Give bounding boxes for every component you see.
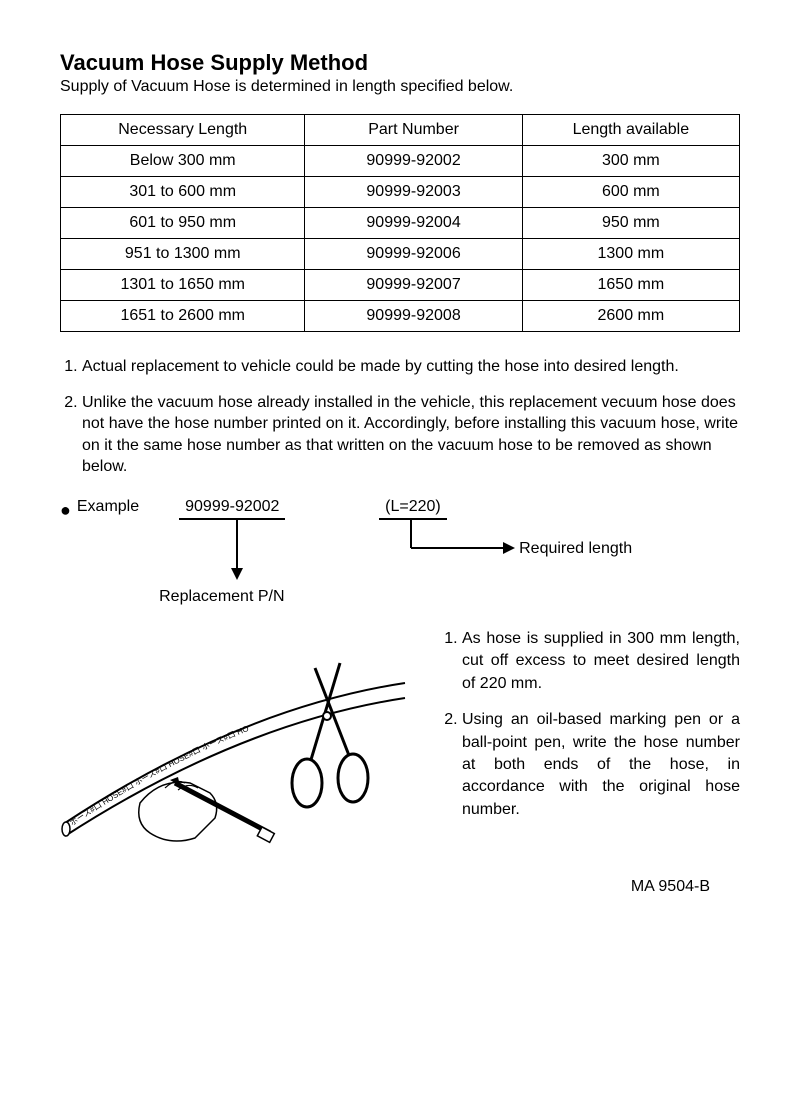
example-section: ● Example 90999-92002 (L=220) Required l… bbox=[60, 498, 740, 618]
cell-necessary-length: 1301 to 1650 mm bbox=[61, 270, 305, 301]
cell-length-available: 1650 mm bbox=[522, 270, 739, 301]
cell-necessary-length: 301 to 600 mm bbox=[61, 177, 305, 208]
cell-necessary-length: 1651 to 2600 mm bbox=[61, 301, 305, 332]
document-id: MA 9504-B bbox=[60, 878, 740, 896]
side-steps-list: As hose is supplied in 300 mm length, cu… bbox=[440, 628, 740, 858]
replacement-pn-label: Replacement P/N bbox=[159, 588, 284, 606]
cell-part-number: 90999-92007 bbox=[305, 270, 522, 301]
table-row: Below 300 mm 90999-92002 300 mm bbox=[61, 146, 740, 177]
hose-table: Necessary Length Part Number Length avai… bbox=[60, 114, 740, 332]
cell-length-available: 600 mm bbox=[522, 177, 739, 208]
col-necessary-length: Necessary Length bbox=[61, 115, 305, 146]
page-title: Vacuum Hose Supply Method bbox=[60, 50, 740, 76]
table-row: 601 to 950 mm 90999-92004 950 mm bbox=[61, 208, 740, 239]
cell-length-available: 1300 mm bbox=[522, 239, 739, 270]
page-subtitle: Supply of Vacuum Hose is determined in l… bbox=[60, 78, 740, 96]
bullet-icon: ● bbox=[60, 498, 71, 523]
cell-part-number: 90999-92008 bbox=[305, 301, 522, 332]
cell-length-available: 300 mm bbox=[522, 146, 739, 177]
required-length-label: Required length bbox=[519, 540, 632, 558]
side-step-item: As hose is supplied in 300 mm length, cu… bbox=[462, 628, 740, 695]
cell-part-number: 90999-92002 bbox=[305, 146, 522, 177]
notes-list: Actual replacement to vehicle could be m… bbox=[60, 356, 740, 478]
cell-part-number: 90999-92004 bbox=[305, 208, 522, 239]
cell-length-available: 950 mm bbox=[522, 208, 739, 239]
cell-part-number: 90999-92003 bbox=[305, 177, 522, 208]
cell-necessary-length: Below 300 mm bbox=[61, 146, 305, 177]
table-row: 301 to 600 mm 90999-92003 600 mm bbox=[61, 177, 740, 208]
example-label: Example bbox=[77, 498, 139, 516]
col-part-number: Part Number bbox=[305, 115, 522, 146]
hose-cutting-illustration-icon: ホース#口 HOSE#口 ホース#口 HOSE#口 ホース#口 HO bbox=[60, 628, 420, 858]
table-header-row: Necessary Length Part Number Length avai… bbox=[61, 115, 740, 146]
example-diagram: 90999-92002 (L=220) Required length Repl… bbox=[159, 498, 679, 618]
table-row: 951 to 1300 mm 90999-92006 1300 mm bbox=[61, 239, 740, 270]
cell-necessary-length: 601 to 950 mm bbox=[61, 208, 305, 239]
side-step-item: Using an oil-based marking pen or a ball… bbox=[462, 709, 740, 821]
note-item: Unlike the vacuum hose already installed… bbox=[82, 392, 740, 478]
bottom-section: ホース#口 HOSE#口 ホース#口 HOSE#口 ホース#口 HO As ho… bbox=[60, 628, 740, 858]
table-row: 1651 to 2600 mm 90999-92008 2600 mm bbox=[61, 301, 740, 332]
cell-length-available: 2600 mm bbox=[522, 301, 739, 332]
note-item: Actual replacement to vehicle could be m… bbox=[82, 356, 740, 378]
table-row: 1301 to 1650 mm 90999-92007 1650 mm bbox=[61, 270, 740, 301]
cell-necessary-length: 951 to 1300 mm bbox=[61, 239, 305, 270]
cell-part-number: 90999-92006 bbox=[305, 239, 522, 270]
col-length-available: Length available bbox=[522, 115, 739, 146]
